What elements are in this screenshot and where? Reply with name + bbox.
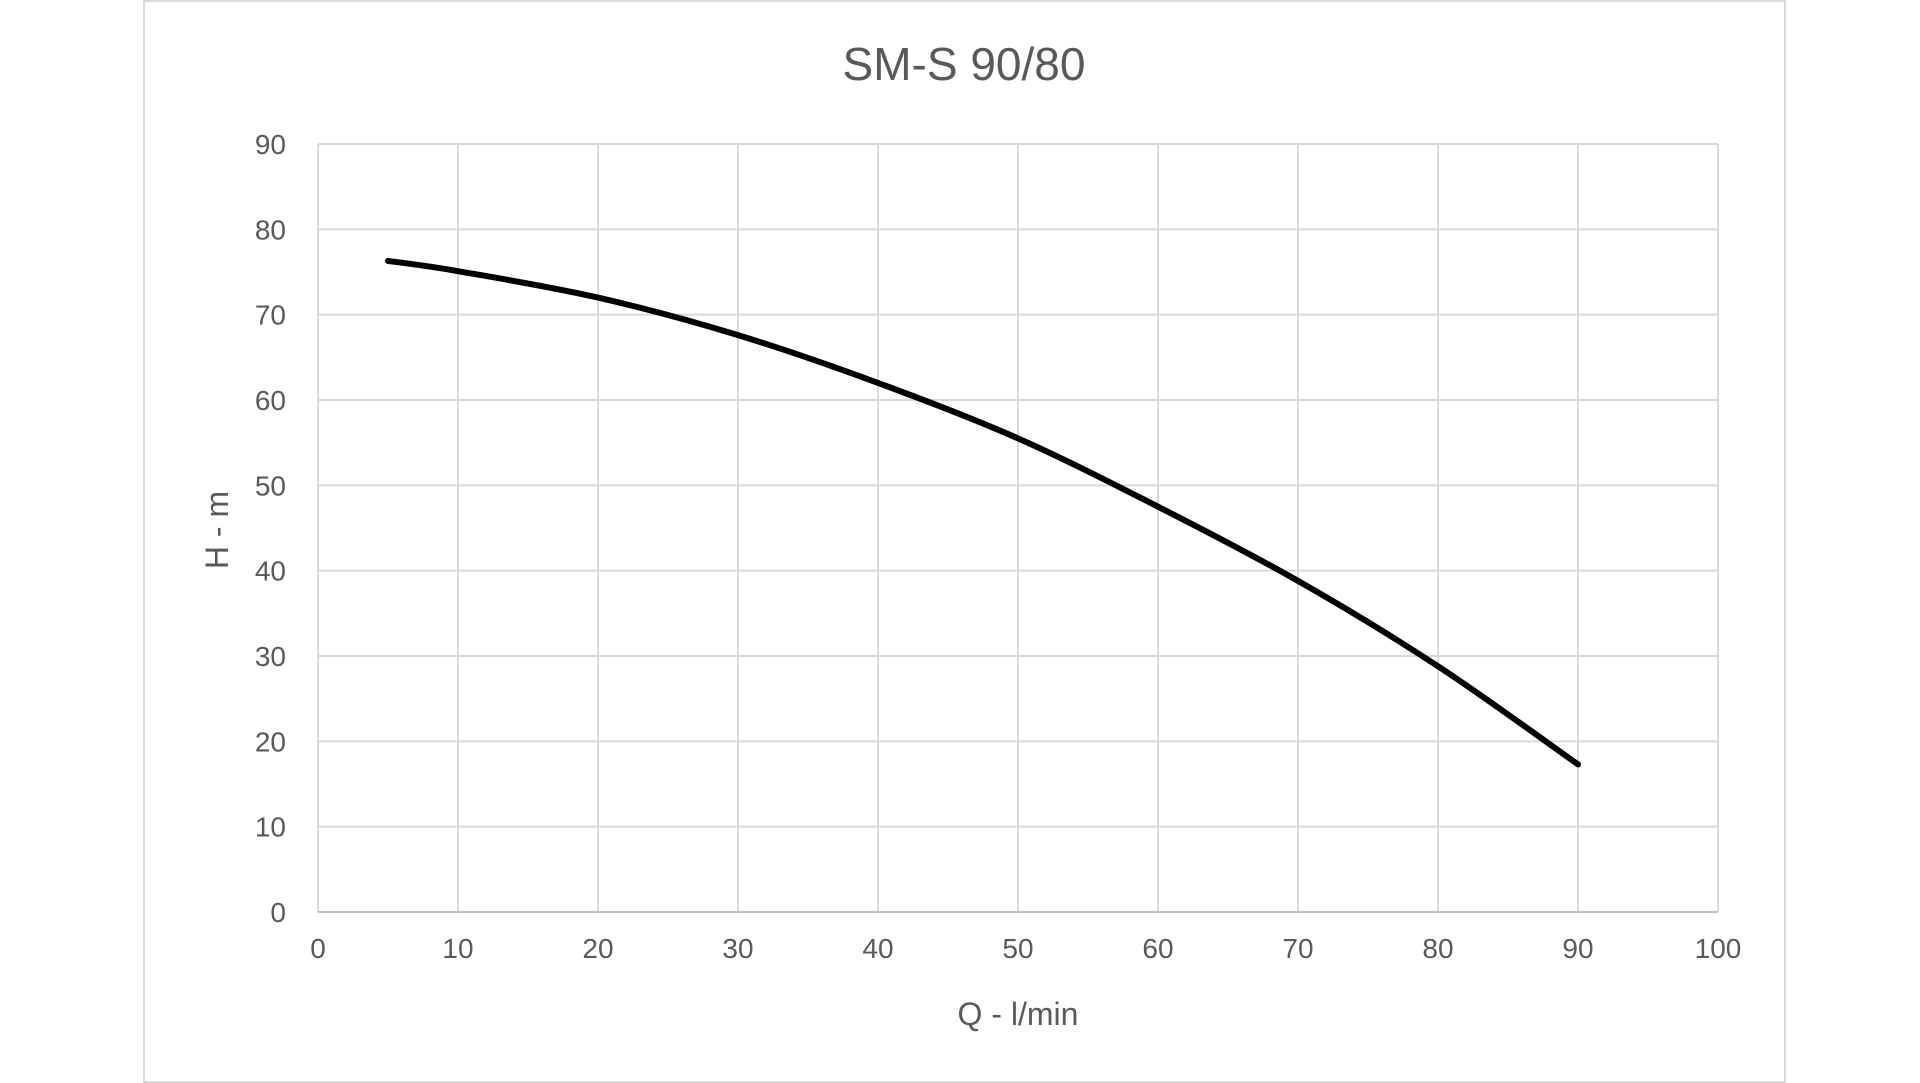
x-axis-title: Q - l/min [958,996,1079,1032]
x-tick-label: 30 [722,933,753,964]
x-tick-label: 70 [1282,933,1313,964]
y-tick-label: 90 [255,129,286,160]
x-tick-label: 90 [1562,933,1593,964]
series-group [385,257,1581,768]
x-tick-label: 80 [1422,933,1453,964]
y-axis-ticks: 0 10 20 30 40 50 60 70 80 90 [255,129,286,928]
x-tick-label: 100 [1695,933,1742,964]
y-tick-label: 0 [270,897,286,928]
x-tick-label: 40 [862,933,893,964]
series-line [385,257,1581,768]
x-tick-label: 0 [310,933,326,964]
y-tick-label: 40 [255,556,286,587]
y-tick-label: 50 [255,470,286,501]
y-tick-label: 80 [255,214,286,245]
x-tick-label: 50 [1002,933,1033,964]
y-tick-label: 60 [255,385,286,416]
y-tick-label: 70 [255,300,286,331]
x-tick-label: 10 [442,933,473,964]
y-tick-label: 10 [255,812,286,843]
x-tick-label: 60 [1142,933,1173,964]
y-tick-label: 30 [255,641,286,672]
chart-title: SM-S 90/80 [843,38,1086,90]
x-axis-ticks: 0 10 20 30 40 50 60 70 80 90 100 [310,933,1741,964]
y-axis-title: H - m [199,491,235,569]
chart-frame [143,0,1786,1083]
y-tick-label: 20 [255,726,286,757]
grid-lines [317,143,1719,912]
x-tick-label: 20 [582,933,613,964]
